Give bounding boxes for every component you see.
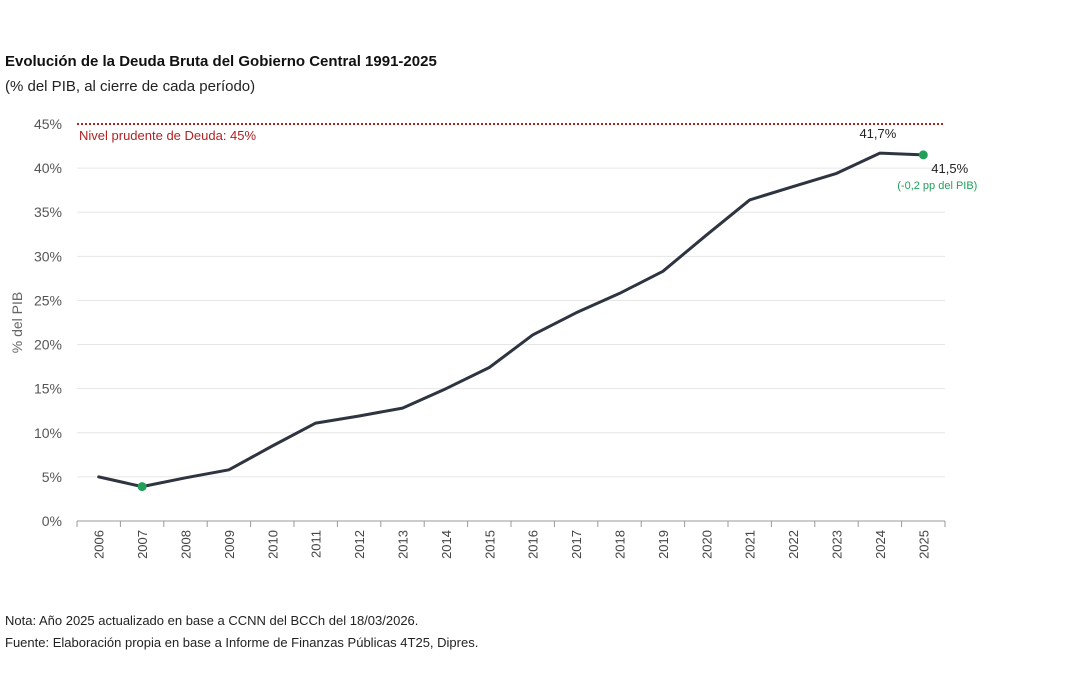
markers-group [137,150,928,492]
x-tick-label: 2018 [613,530,628,559]
x-tick-label: 2012 [352,530,367,559]
x-tick-label: 2008 [179,530,194,559]
y-tick-label: 30% [34,248,62,264]
y-tick-label: 5% [42,469,62,485]
series-line-group [97,151,925,489]
footnote-fuente: Fuente: Elaboración propia en base a Inf… [5,635,479,650]
x-tick-label: 2016 [526,530,541,559]
annotations-group: 41,7% 41,5% (-0,2 pp del PIB) [859,126,977,192]
x-tick-label: 2009 [222,530,237,559]
x-tick-label: 2014 [439,530,454,559]
x-tick-label: 2017 [569,530,584,559]
footnote-nota: Nota: Año 2025 actualizado en base a CCN… [5,613,419,628]
reference-line-group: Nivel prudente de Deuda: 45% [77,123,945,143]
y-tick-label: 10% [34,425,62,441]
data-label-2024: 41,7% [859,126,896,141]
y-tick-label: 35% [34,204,62,220]
y-tick-label: 25% [34,292,62,308]
x-tick-label: 2007 [135,530,150,559]
x-axis: 2006 2007 2008 2009 2010 2011 2012 2013 2014 2015… [76,520,946,559]
x-tick-label: 2013 [396,530,411,559]
y-tick-label: 45% [34,116,62,132]
x-tick-label: 2015 [482,530,497,559]
x-tick-label: 2025 [916,530,931,559]
data-label-2025-change: (-0,2 pp del PIB) [897,180,977,192]
y-tick-label: 40% [34,160,62,176]
x-tick-label: 2006 [92,530,107,559]
y-tick-label: 15% [34,381,62,397]
data-label-2025: 41,5% [931,161,968,176]
x-tick-label: 2021 [743,530,758,559]
reference-line-label: Nivel prudente de Deuda: 45% [79,128,257,143]
x-tick-label: 2023 [830,530,845,559]
x-tick-label: 2022 [786,530,801,559]
y-axis-label: % del PIB [9,292,25,353]
series-line [97,151,925,489]
highlight-marker [918,150,928,160]
x-tick-label: 2010 [265,530,280,559]
highlight-marker [137,482,147,492]
x-tick-label: 2020 [699,530,714,559]
y-tick-label: 0% [42,513,62,529]
y-tick-label: 20% [34,337,62,353]
y-axis-label-group: % del PIB [9,292,25,353]
x-tick-label: 2011 [309,530,324,558]
x-tick-label: 2024 [873,530,888,559]
chart-subtitle: (% del PIB, al cierre de cada período) [5,78,256,95]
gridlines [77,167,945,478]
x-tick-label: 2019 [656,530,671,559]
chart-title: Evolución de la Deuda Bruta del Gobierno… [5,53,437,70]
y-axis-ticks: 0% 5% 10% 15% 20% 25% 30% 35% 40% 45% [34,116,62,529]
